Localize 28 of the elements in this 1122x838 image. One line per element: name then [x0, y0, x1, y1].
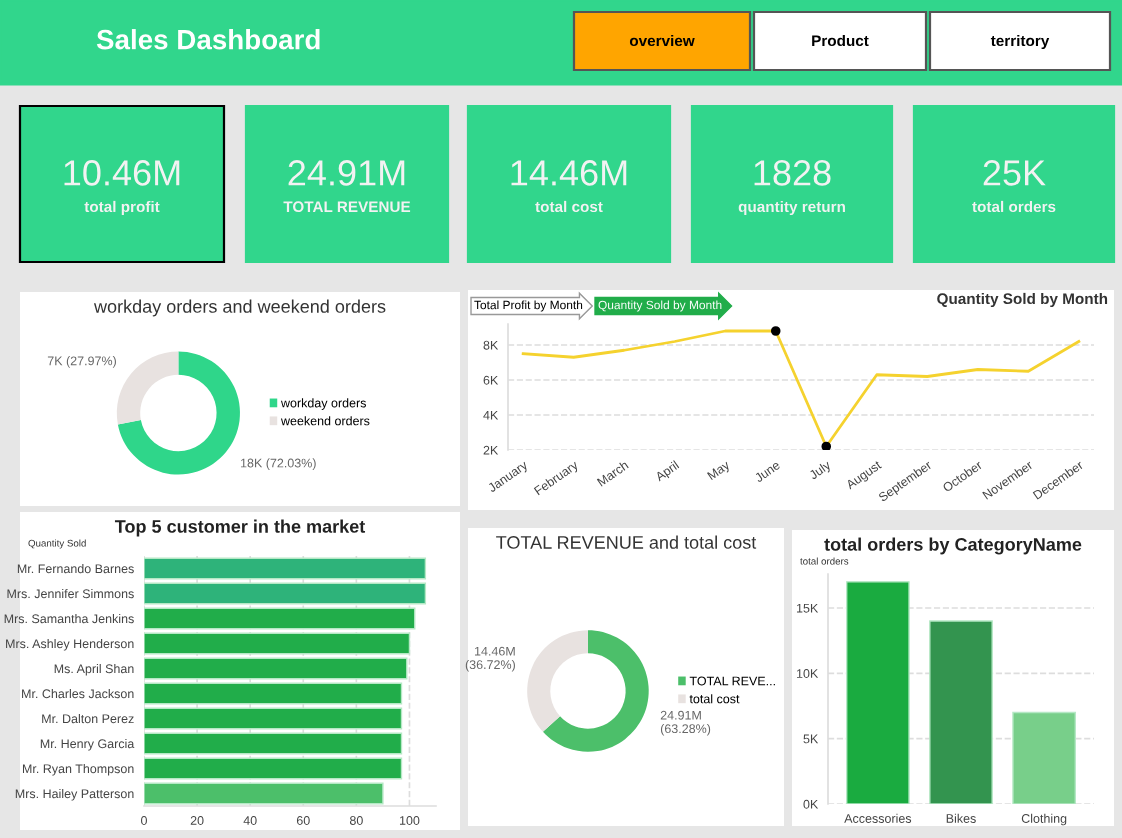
bar — [144, 607, 416, 630]
bar — [1012, 711, 1076, 804]
text: Sales Dashboard — [96, 29, 320, 50]
text: 10.46M — [64, 160, 180, 186]
text: 1828 — [754, 160, 831, 186]
chart-title: workday orders and weekend orders — [93, 299, 386, 317]
bar — [144, 732, 403, 755]
donut-slice — [527, 630, 588, 732]
chart-title: total orders by CategoryName — [824, 537, 1082, 555]
donut-slice — [542, 630, 649, 752]
bar — [144, 682, 403, 705]
bar — [144, 657, 408, 680]
donut-slice — [116, 351, 179, 425]
bar — [144, 632, 411, 655]
bar — [144, 582, 427, 605]
line-series — [521, 329, 1081, 448]
donut-slice — [117, 351, 240, 475]
chart-title: TOTAL REVENUE and total cost — [496, 535, 757, 549]
text: 14.46M — [511, 160, 627, 186]
bar — [929, 620, 993, 804]
bar — [144, 707, 403, 730]
text: 24.91M — [288, 160, 405, 186]
bar — [846, 581, 910, 804]
text: 25K — [983, 160, 1046, 186]
bar — [144, 782, 384, 805]
bar — [144, 557, 427, 580]
bar — [144, 757, 403, 780]
chart-title: Top 5 customer in the market — [114, 519, 366, 537]
